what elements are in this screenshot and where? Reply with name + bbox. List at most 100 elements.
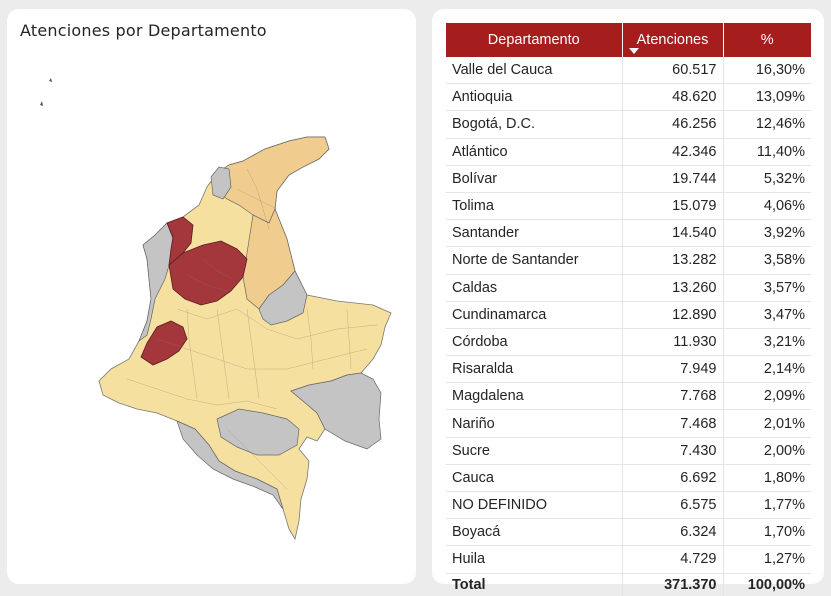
row-count: 7.468 — [622, 409, 724, 438]
row-department: Norte de Santander — [446, 246, 623, 275]
map-region-nodata-east[interactable] — [258, 270, 308, 326]
map-region-valle-del-cauca[interactable] — [140, 320, 188, 366]
row-department: Bogotá, D.C. — [446, 110, 623, 139]
row-pct: 2,14% — [723, 355, 811, 384]
map-visual-card[interactable]: Atenciones por Departamento — [7, 9, 416, 584]
header-departamento[interactable]: Departamento — [446, 23, 623, 57]
row-count: 19.744 — [622, 165, 724, 193]
row-pct: 3,47% — [723, 301, 811, 329]
table-row[interactable]: Bolívar 19.744 5,32% — [446, 165, 811, 193]
table-row[interactable]: NO DEFINIDO 6.575 1,77% — [446, 491, 811, 520]
table-row[interactable]: Caldas 13.260 3,57% — [446, 274, 811, 302]
row-pct: 13,09% — [723, 83, 811, 112]
total-pct: 100,00% — [723, 572, 811, 596]
table-row[interactable]: Boyacá 6.324 1,70% — [446, 518, 811, 547]
map-region-cordoba[interactable] — [166, 216, 194, 266]
table-row[interactable]: Huila 4.729 1,27% — [446, 545, 811, 574]
row-department: Risaralda — [446, 355, 623, 384]
map-region-nodata-south[interactable] — [176, 420, 284, 510]
map-title: Atenciones por Departamento — [20, 21, 267, 40]
row-department: NO DEFINIDO — [446, 491, 623, 520]
row-count: 7.430 — [622, 437, 724, 465]
row-department: Santander — [446, 219, 623, 248]
row-count: 48.620 — [622, 83, 724, 112]
row-count: 7.949 — [622, 355, 724, 384]
row-count: 60.517 — [622, 57, 724, 85]
row-count: 15.079 — [622, 192, 724, 221]
map-region-nodata-guaviare[interactable] — [216, 408, 300, 456]
row-department: Cauca — [446, 464, 623, 493]
table-row[interactable]: Nariño 7.468 2,01% — [446, 409, 811, 438]
header-atenciones-label: Atenciones — [636, 32, 709, 48]
row-pct: 2,09% — [723, 382, 811, 411]
row-pct: 1,80% — [723, 464, 811, 493]
row-count: 11.930 — [622, 328, 724, 357]
table-row[interactable]: Santander 14.540 3,92% — [446, 219, 811, 248]
attentions-table[interactable]: Departamento Atenciones % Valle del Cauc… — [446, 23, 811, 596]
total-count: 371.370 — [622, 572, 724, 596]
table-row[interactable]: Risaralda 7.949 2,14% — [446, 355, 811, 384]
row-department: Huila — [446, 545, 623, 574]
row-pct: 12,46% — [723, 110, 811, 139]
row-pct: 3,57% — [723, 274, 811, 302]
row-count: 7.768 — [622, 382, 724, 411]
row-count: 42.346 — [622, 138, 724, 166]
table-row[interactable]: Cauca 6.692 1,80% — [446, 464, 811, 493]
table-row[interactable]: Córdoba 11.930 3,21% — [446, 328, 811, 357]
row-pct: 4,06% — [723, 192, 811, 221]
row-department: Córdoba — [446, 328, 623, 357]
header-porcentaje[interactable]: % — [723, 23, 811, 57]
row-pct: 16,30% — [723, 57, 811, 85]
table-row[interactable]: Valle del Cauca 60.517 16,30% — [446, 57, 811, 85]
map-region-nodata-amazon[interactable] — [290, 372, 382, 450]
row-department: Caldas — [446, 274, 623, 302]
row-pct: 1,77% — [723, 491, 811, 520]
row-department: Boyacá — [446, 518, 623, 547]
row-pct: 3,92% — [723, 219, 811, 248]
row-pct: 2,01% — [723, 409, 811, 438]
row-count: 13.282 — [622, 246, 724, 275]
table-row[interactable]: Magdalena 7.768 2,09% — [446, 382, 811, 411]
table-row[interactable]: Cundinamarca 12.890 3,47% — [446, 301, 811, 329]
row-department: Atlántico — [446, 138, 623, 166]
map-island-san-andres[interactable] — [49, 78, 52, 82]
row-count: 4.729 — [622, 545, 724, 574]
row-department: Antioquia — [446, 83, 623, 112]
row-pct: 1,70% — [723, 518, 811, 547]
table-visual-card[interactable]: Departamento Atenciones % Valle del Cauc… — [432, 9, 824, 596]
header-atenciones[interactable]: Atenciones — [622, 23, 724, 57]
row-department: Sucre — [446, 437, 623, 465]
row-pct: 2,00% — [723, 437, 811, 465]
table-row[interactable]: Sucre 7.430 2,00% — [446, 437, 811, 465]
row-count: 6.692 — [622, 464, 724, 493]
table-row[interactable]: Tolima 15.079 4,06% — [446, 192, 811, 221]
row-pct: 11,40% — [723, 138, 811, 166]
map-region-antioquia[interactable] — [168, 240, 248, 306]
row-department: Cundinamarca — [446, 301, 623, 329]
table-row[interactable]: Antioquia 48.620 13,09% — [446, 83, 811, 112]
table-row[interactable]: Atlántico 42.346 11,40% — [446, 138, 811, 166]
total-label: Total — [446, 572, 623, 596]
map-island-providencia[interactable] — [40, 101, 43, 106]
row-count: 46.256 — [622, 110, 724, 139]
table-row[interactable]: Norte de Santander 13.282 3,58% — [446, 246, 811, 275]
table-total-row: Total 371.370 100,00% — [446, 572, 811, 596]
row-department: Tolima — [446, 192, 623, 221]
row-pct: 5,32% — [723, 165, 811, 193]
row-pct: 3,58% — [723, 246, 811, 275]
map-municipality-borders — [126, 168, 378, 490]
row-count: 6.575 — [622, 491, 724, 520]
row-count: 12.890 — [622, 301, 724, 329]
row-pct: 3,21% — [723, 328, 811, 357]
row-department: Valle del Cauca — [446, 57, 623, 85]
colombia-choropleth-map[interactable] — [7, 9, 416, 584]
row-count: 14.540 — [622, 219, 724, 248]
row-count: 13.260 — [622, 274, 724, 302]
row-department: Magdalena — [446, 382, 623, 411]
row-department: Nariño — [446, 409, 623, 438]
table-row[interactable]: Bogotá, D.C. 46.256 12,46% — [446, 110, 811, 139]
map-region-nodata-north[interactable] — [210, 166, 232, 200]
sort-descending-icon[interactable] — [628, 48, 639, 54]
row-department: Bolívar — [446, 165, 623, 193]
row-pct: 1,27% — [723, 545, 811, 574]
